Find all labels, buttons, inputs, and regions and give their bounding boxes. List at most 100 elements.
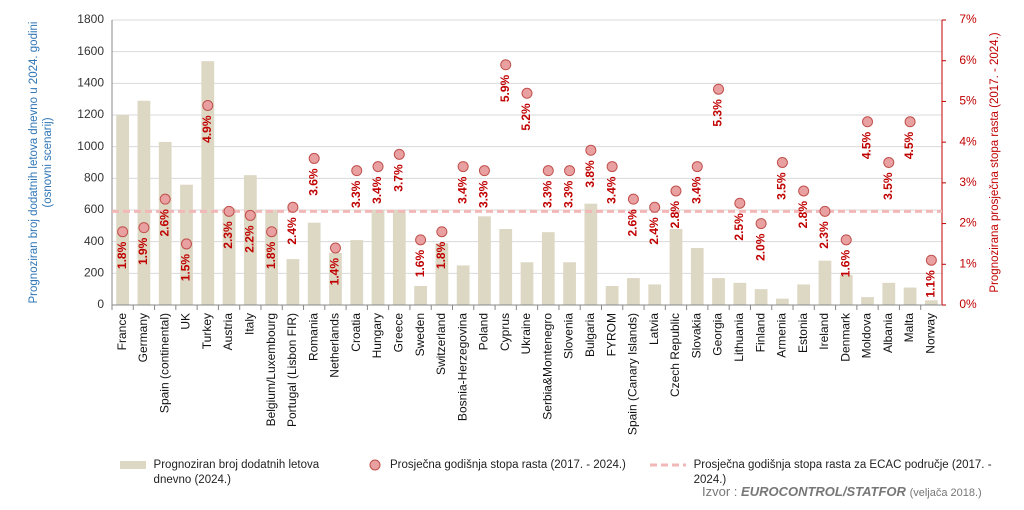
value-label: 2.4% — [647, 217, 661, 245]
x-tick-label: Czech Republic — [668, 313, 682, 397]
x-tick-label: Denmark — [838, 312, 852, 362]
x-tick-label: Hungary — [370, 313, 384, 358]
legend-label: Prosječna godišnja stopa rasta (2017. - … — [390, 459, 626, 471]
y-tick-label: 800 — [84, 171, 104, 185]
dot — [649, 201, 661, 213]
value-label: 3.6% — [306, 168, 320, 196]
source: Izvor : EUROCONTROL/STATFOR (veljača 201… — [702, 484, 982, 499]
y-tick-label: 1200 — [77, 107, 104, 121]
bar — [797, 284, 811, 305]
bar — [627, 278, 640, 305]
dot — [308, 152, 320, 164]
x-tick-label: Bulgaria — [583, 313, 597, 357]
value-label: 1.6% — [413, 250, 427, 278]
y-tick-label: 400 — [84, 234, 104, 248]
x-tick-label: Spain (continental) — [157, 313, 171, 413]
value-label: 2.2% — [243, 225, 257, 253]
value-label: 5.2% — [519, 103, 533, 131]
x-tick-label: Greece — [391, 313, 405, 353]
x-tick-label: Finland — [753, 313, 767, 352]
dot — [691, 161, 703, 173]
dot — [904, 116, 916, 128]
dot — [351, 165, 363, 177]
dot — [819, 205, 831, 217]
x-tick-label: Poland — [477, 313, 491, 350]
value-label: 2.3% — [817, 221, 831, 249]
x-tick-label: Germany — [136, 313, 150, 362]
y2-tick-label: 6% — [959, 53, 977, 67]
y2-tick-label: 7% — [959, 12, 977, 26]
x-tick-label: Italy — [243, 313, 257, 335]
dot — [223, 205, 235, 217]
value-label: 2.8% — [668, 201, 682, 229]
dot — [670, 185, 682, 197]
x-tick-label: France — [115, 313, 129, 351]
value-label: 3.7% — [391, 164, 405, 192]
bar — [924, 300, 938, 305]
value-label: 5.9% — [498, 74, 512, 102]
y2-tick-label: 1% — [959, 256, 977, 270]
value-label: 3.4% — [689, 176, 703, 204]
x-tick-label: Croatia — [349, 313, 363, 352]
dot — [202, 100, 214, 111]
x-tick-label: FYROM — [604, 313, 618, 356]
bar — [839, 274, 853, 305]
legend-bars: Prognoziran broj dodatnih letova dnevno … — [120, 458, 350, 488]
bar — [371, 210, 385, 305]
x-tick-label: Belgium/Luxembourg — [264, 313, 278, 426]
y-tick-label: 600 — [84, 202, 104, 216]
bar — [243, 175, 257, 305]
x-tick-label: Sweden — [413, 313, 427, 356]
dot — [159, 193, 171, 205]
dot — [138, 222, 150, 234]
x-tick-label: Norway — [924, 313, 938, 354]
value-label: 2.6% — [626, 209, 640, 237]
legend-swatch — [369, 459, 381, 471]
dot — [457, 161, 469, 173]
x-tick-label: Georgia — [711, 313, 725, 356]
value-label: 2.5% — [732, 213, 746, 241]
x-tick-label: Slovenia — [562, 313, 576, 359]
dot — [734, 197, 746, 209]
value-label: 3.3% — [540, 180, 554, 208]
x-tick-label: Portugal (Lisbon FIR) — [285, 313, 299, 427]
dot — [776, 157, 788, 168]
bar — [712, 278, 725, 305]
value-label: 1.9% — [136, 237, 150, 265]
dot — [415, 234, 427, 246]
bar — [435, 243, 449, 305]
bar — [478, 216, 491, 305]
bar — [563, 262, 576, 305]
x-tick-label: Slovakia — [689, 313, 703, 359]
dot — [862, 116, 874, 128]
x-tick-label: Albania — [881, 313, 895, 353]
x-tick-label: Spain (Canary Islands) — [626, 313, 640, 435]
dot — [627, 193, 639, 205]
bar — [201, 61, 215, 305]
dot — [755, 218, 767, 230]
x-tick-label: Bosnia-Herzegovina — [455, 313, 469, 421]
value-label: 3.3% — [477, 180, 491, 208]
y-tick-label: 1600 — [77, 44, 104, 58]
x-tick-label: Moldova — [860, 313, 874, 359]
value-label: 3.4% — [455, 176, 469, 204]
y-tick-label: 1000 — [77, 139, 104, 153]
dot — [564, 165, 576, 177]
x-tick-label: Lithuania — [732, 313, 746, 362]
value-label: 3.8% — [583, 160, 597, 188]
legend-line: Prosječna godišnja stopa rasta za ECAC p… — [650, 458, 1024, 488]
y-axis-note: (osnovni scenarij) — [42, 117, 54, 207]
dot — [542, 165, 554, 177]
value-label: 2.6% — [157, 209, 171, 237]
x-tick-label: Armenia — [775, 313, 789, 358]
value-label: 3.5% — [775, 172, 789, 200]
y2-tick-label: 0% — [959, 297, 977, 311]
dot — [372, 161, 384, 173]
dot — [521, 87, 533, 99]
dot — [585, 144, 597, 156]
dot — [329, 242, 341, 254]
y-tick-label: 0 — [97, 297, 104, 311]
y2-tick-label: 3% — [959, 175, 977, 189]
